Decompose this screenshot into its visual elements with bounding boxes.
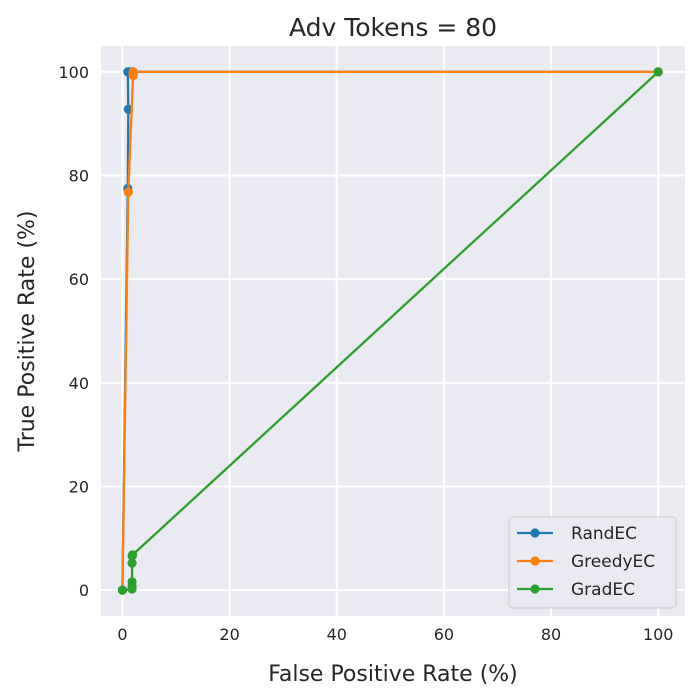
legend-item: GreedyEC (517, 552, 655, 572)
grid-lines (101, 46, 685, 616)
data-point (653, 67, 663, 77)
x-axis-label: False Positive Rate (%) (268, 662, 518, 687)
legend-item: GradEC (517, 580, 635, 600)
y-tick-labels: 0 20 40 60 80 100 (58, 63, 89, 600)
y-tick-label: 40 (69, 374, 89, 393)
legend-marker (530, 584, 540, 594)
y-tick-label: 80 (69, 167, 89, 186)
data-point (127, 558, 137, 568)
data-point (127, 577, 137, 587)
legend-label: RandEC (571, 524, 637, 544)
legend-label: GreedyEC (571, 552, 655, 572)
legend-item: RandEC (517, 524, 637, 544)
data-point (128, 550, 138, 560)
x-tick-label: 0 (117, 625, 127, 644)
y-tick-label: 0 (79, 581, 89, 600)
x-tick-label: 40 (327, 625, 347, 644)
y-axis-label: True Positive Rate (%) (15, 210, 40, 452)
y-tick-label: 20 (69, 477, 89, 496)
x-tick-label: 100 (643, 625, 674, 644)
data-point (123, 187, 133, 197)
data-point (128, 67, 138, 77)
legend: RandEC GreedyEC GradEC (508, 516, 677, 609)
series-layer (117, 67, 663, 595)
y-tick-label: 100 (58, 63, 89, 82)
legend-frame (508, 516, 677, 609)
x-tick-labels: 0 20 40 60 80 100 (117, 625, 673, 644)
y-tick-label: 60 (69, 270, 89, 289)
legend-marker (530, 528, 540, 538)
x-tick-label: 20 (219, 625, 239, 644)
chart-title: Adv Tokens = 80 (289, 13, 497, 42)
x-tick-label: 60 (434, 625, 454, 644)
legend-marker (530, 556, 540, 566)
data-point (117, 585, 128, 595)
legend-label: GradEC (571, 580, 635, 600)
x-tick-label: 80 (541, 625, 561, 644)
series-gradec (117, 67, 663, 595)
